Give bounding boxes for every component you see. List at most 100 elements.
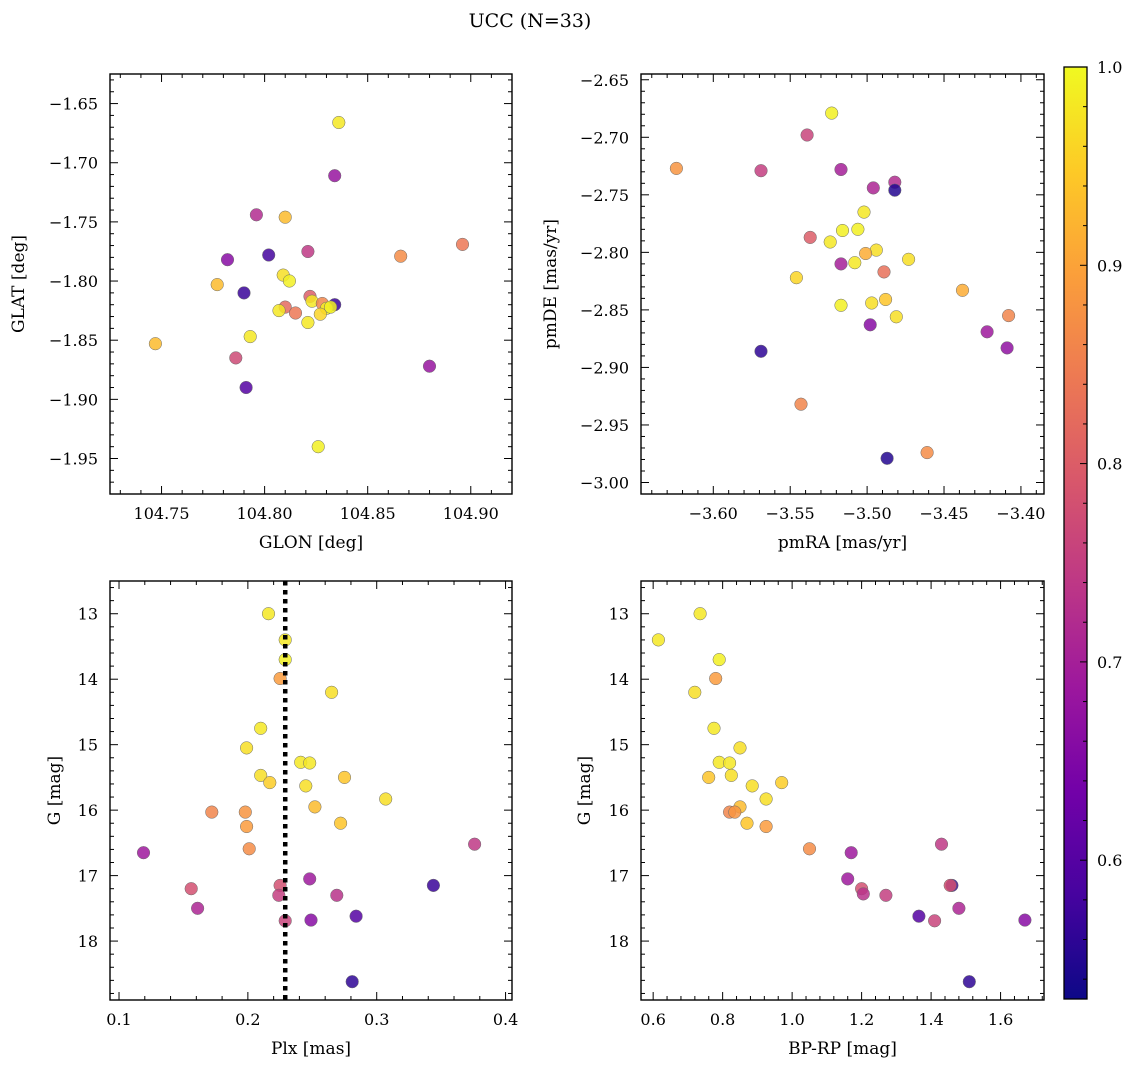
y-tick-label: 18 [78, 932, 98, 951]
y-tick-label: −2.90 [580, 358, 629, 377]
x-tick-label: −3.40 [996, 504, 1045, 523]
scatter-point [220, 253, 235, 267]
scatter-point [205, 805, 219, 819]
x-axis-label: pmRA [mas/yr] [778, 533, 907, 553]
scatter-point [299, 779, 313, 793]
y-tick-label: 16 [78, 801, 98, 820]
scatter-point [272, 304, 286, 318]
ticks [641, 581, 1044, 1000]
scatter-point [242, 842, 256, 856]
scatter-point [328, 169, 342, 183]
scatter-point [337, 770, 352, 784]
y-tick-label: 15 [78, 736, 98, 755]
scatter-points [669, 106, 1016, 465]
y-tick-label: −1.95 [49, 450, 98, 469]
scatter-point [733, 741, 747, 755]
scatter-point [1002, 309, 1016, 323]
scatter-point [834, 162, 848, 177]
x-tick-label: 1.0 [779, 1010, 804, 1029]
scatter-point [880, 451, 894, 465]
scatter-point [912, 909, 926, 923]
y-tick-label: −2.95 [580, 416, 629, 435]
scatter-point [866, 181, 880, 195]
x-tick-label: 1.4 [918, 1010, 943, 1029]
x-axis-label: Plx [mas] [271, 1039, 351, 1059]
scatter-point [693, 607, 707, 621]
axes-frame [640, 73, 1045, 495]
scatter-point [745, 779, 759, 793]
x-tick-label: 104.85 [340, 504, 396, 523]
scatter-point [835, 223, 850, 238]
x-tick-label: −3.45 [920, 504, 969, 523]
y-tick-label: 13 [78, 605, 98, 624]
scatter-point [254, 768, 268, 782]
scatter-point [243, 330, 257, 344]
scatter-point [759, 819, 773, 834]
scatter-point [962, 975, 976, 989]
scatter-point [262, 248, 276, 262]
y-tick-label: −1.85 [49, 331, 98, 350]
x-tick-label: 104.90 [443, 504, 499, 523]
y-tick-label: −1.80 [49, 272, 98, 291]
colorbar-fill [1064, 67, 1087, 999]
scatter-point [952, 901, 966, 915]
scatter-point [240, 819, 254, 834]
scatter-point [955, 283, 970, 297]
scatter-point [334, 816, 348, 830]
y-tick-label: 15 [609, 736, 629, 755]
y-tick-label: −2.65 [580, 71, 629, 90]
scatter-point [263, 776, 277, 790]
scatter-point [848, 256, 862, 270]
y-tick-label: 13 [609, 605, 629, 624]
x-tick-label: 0.2 [235, 1010, 260, 1029]
scatter-point [863, 318, 877, 332]
scatter-point [210, 278, 224, 292]
scatter-point [313, 307, 327, 321]
x-axis-label: BP-RP [mag] [788, 1039, 897, 1059]
scatter-point [468, 837, 482, 851]
scatter-point [800, 128, 814, 142]
scatter-point [802, 842, 817, 856]
figure-title: UCC (N=33) [469, 10, 592, 32]
scatter-point [345, 975, 359, 989]
scatter-point [723, 756, 737, 770]
scatter-point [888, 183, 902, 197]
scatter-point [1000, 341, 1014, 355]
y-tick-label: −1.70 [49, 154, 98, 173]
scatter-point [823, 235, 837, 249]
colorbar-tick-label: 0.8 [1097, 455, 1122, 474]
scatter-point [980, 325, 994, 339]
x-tick-label: 104.75 [134, 504, 190, 523]
y-axis-label: pmDE [mas/yr] [541, 219, 561, 349]
scatter-point [184, 882, 198, 896]
y-tick-label: −2.80 [580, 243, 629, 262]
scatter-point [304, 913, 318, 927]
scatter-point [724, 768, 738, 782]
axes-frame [109, 580, 513, 1001]
x-axis-label: GLON [deg] [259, 533, 363, 553]
ticks [110, 74, 513, 495]
scatter-point [379, 792, 393, 806]
x-tick-label: −3.50 [843, 504, 892, 523]
scatter-point [394, 249, 408, 263]
scatter-point [239, 380, 253, 395]
scatter-point [789, 271, 803, 285]
y-axis-label: G [mag] [45, 756, 65, 825]
scatter-points [651, 607, 1032, 989]
scatter-point [282, 274, 296, 288]
scatter-points [148, 115, 470, 454]
scatter-point [834, 257, 848, 271]
colorbar-tick-label: 0.6 [1097, 851, 1122, 870]
colorbar-tick-label: 0.9 [1097, 256, 1122, 275]
scatter-point [288, 306, 303, 320]
y-tick-label: 14 [78, 670, 98, 689]
scatter-point [865, 296, 879, 310]
scatter-point [803, 230, 817, 244]
x-tick-label: 104.80 [237, 504, 293, 523]
x-tick-label: 1.6 [988, 1010, 1013, 1029]
scatter-point [136, 846, 151, 860]
scatter-point [775, 776, 789, 790]
scatter-point [707, 721, 721, 735]
axes-frame [640, 580, 1045, 1001]
scatter-point [754, 164, 768, 178]
